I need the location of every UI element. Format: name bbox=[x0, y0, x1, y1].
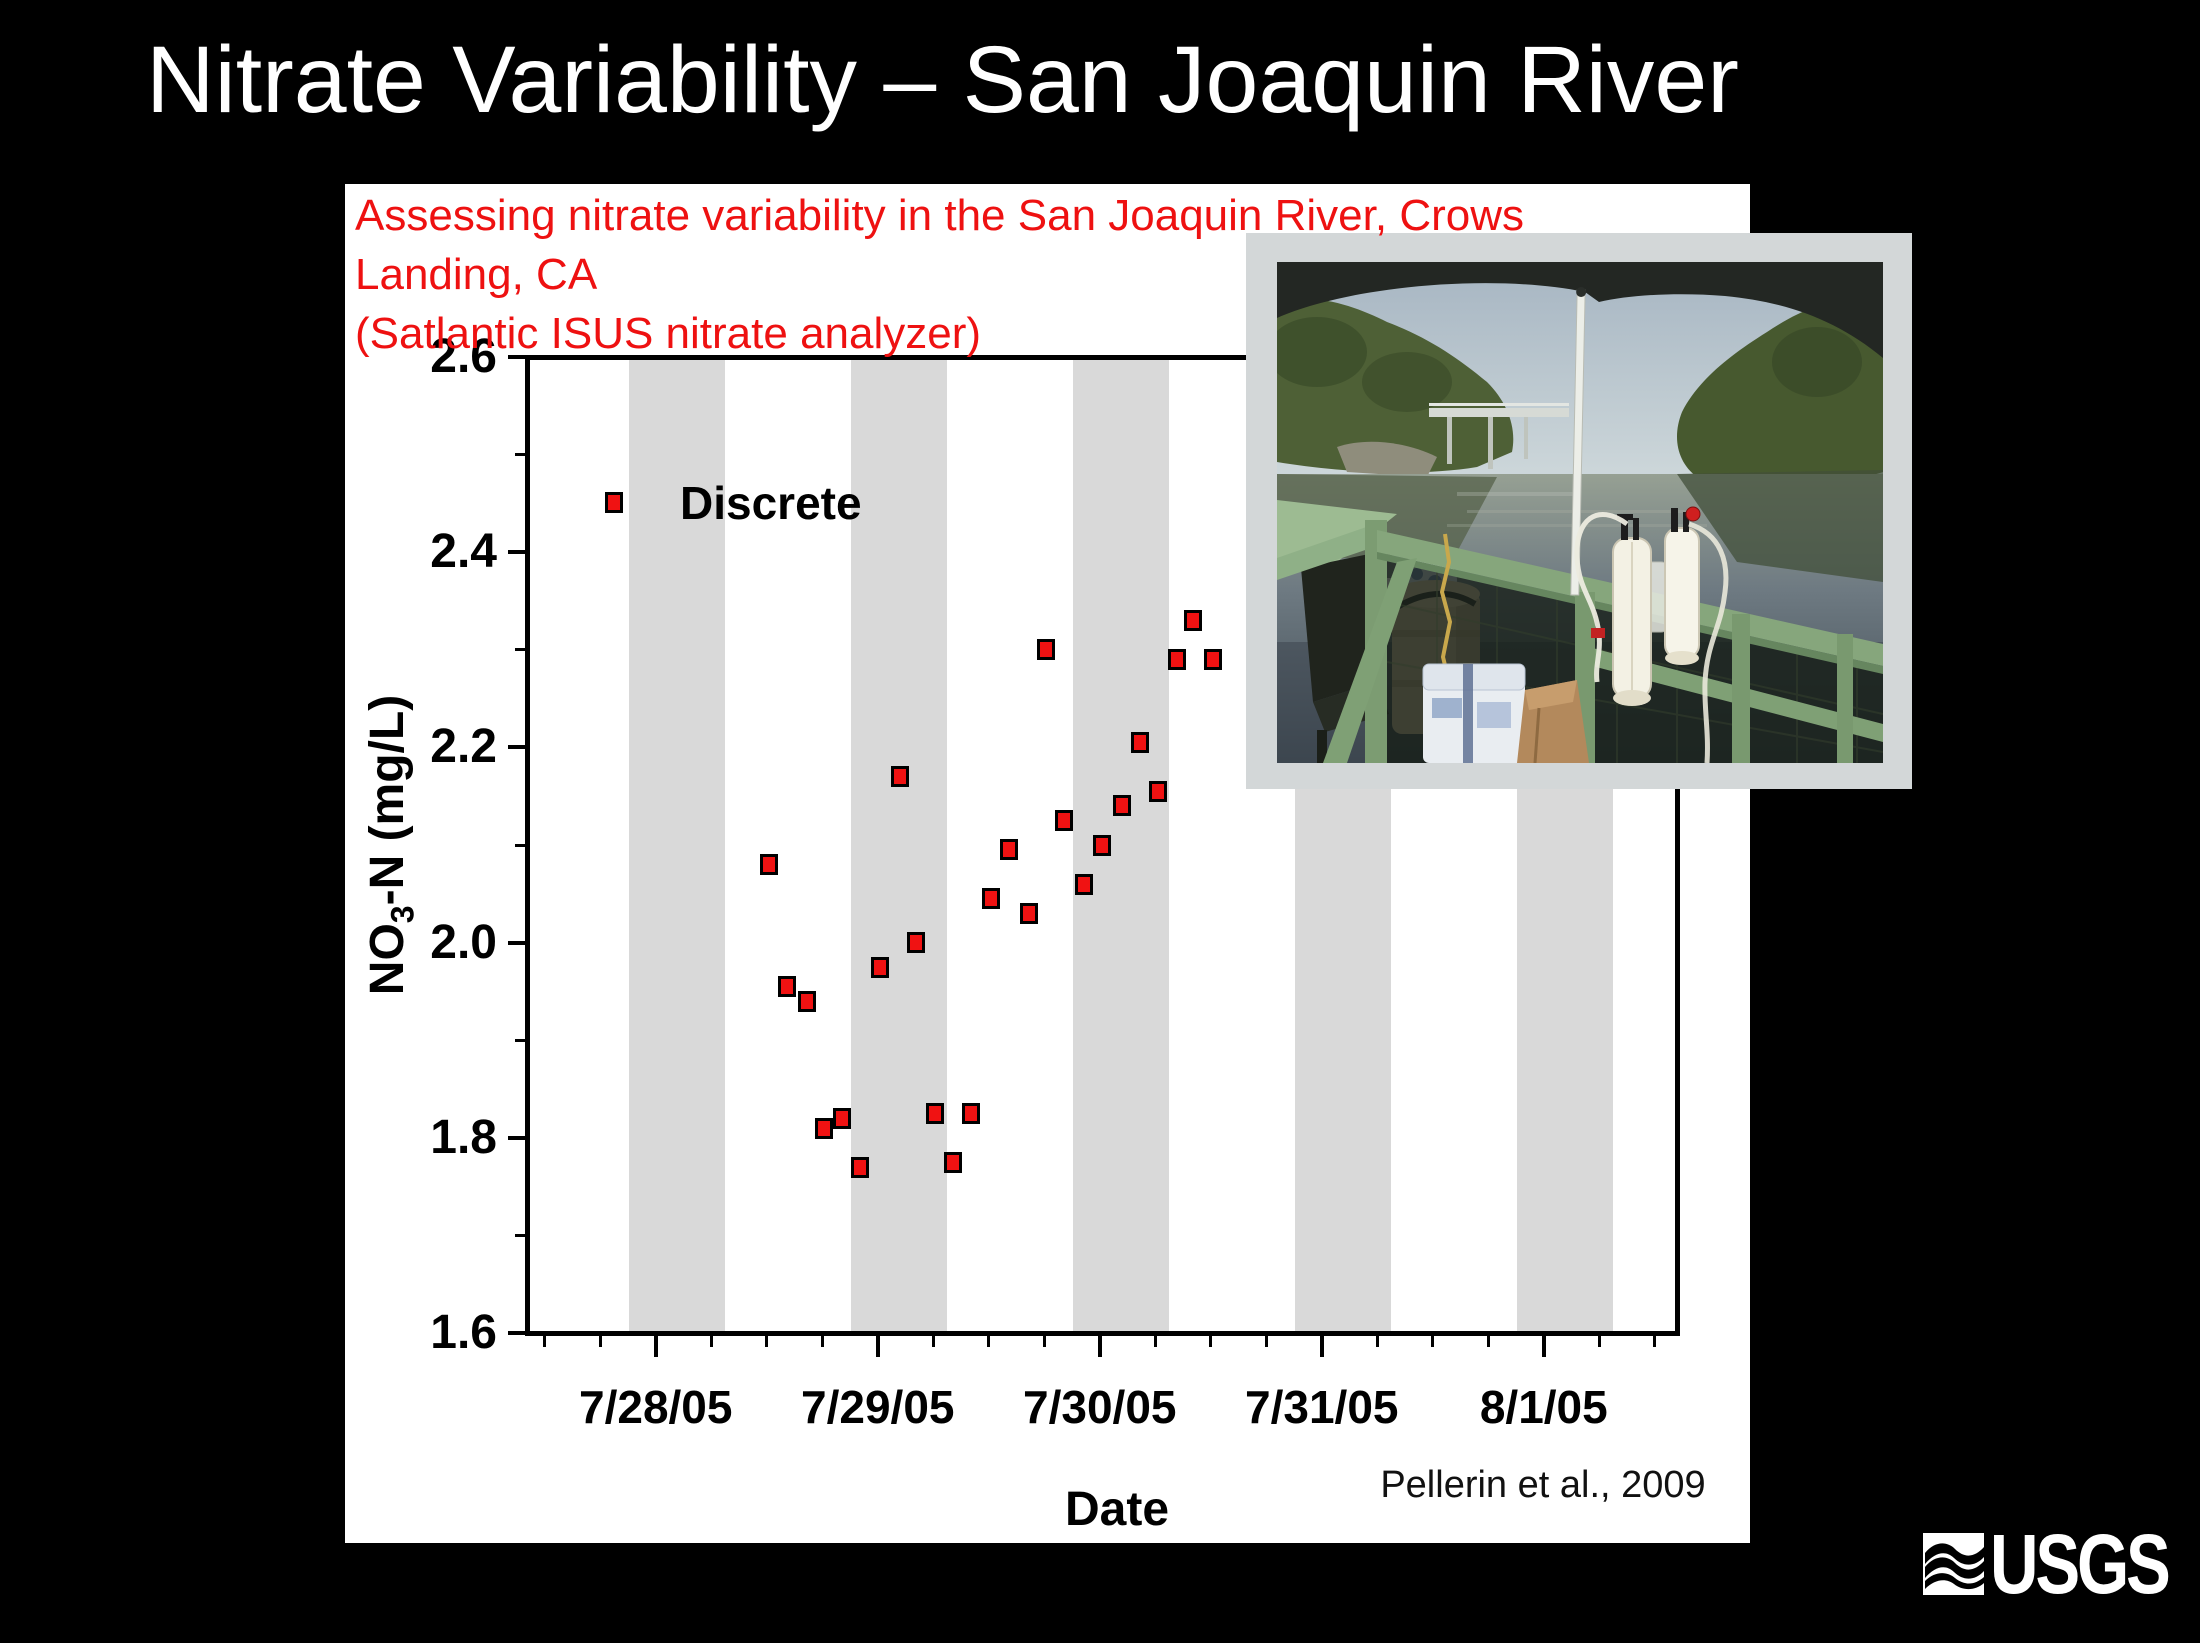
data-point-marker bbox=[1112, 795, 1131, 817]
night-shading-band bbox=[1073, 359, 1169, 1331]
x-minor-tick bbox=[709, 1335, 713, 1347]
legend-label: Discrete bbox=[680, 477, 862, 529]
data-point-marker bbox=[815, 1117, 834, 1139]
data-point-marker bbox=[1075, 873, 1094, 895]
data-point-marker bbox=[1055, 810, 1074, 832]
y-minor-tick bbox=[515, 648, 525, 652]
legend-marker-icon bbox=[605, 492, 623, 513]
x-minor-tick bbox=[1042, 1335, 1046, 1347]
data-point-marker bbox=[962, 1102, 980, 1124]
river-photo bbox=[1277, 262, 1883, 763]
y-tick-label: 2.4 bbox=[430, 525, 497, 579]
x-minor-tick bbox=[543, 1335, 547, 1347]
data-point-marker bbox=[777, 976, 796, 998]
usgs-logo: USGS bbox=[1923, 1517, 2200, 1611]
data-point-marker bbox=[999, 839, 1018, 861]
y-minor-tick bbox=[515, 453, 525, 457]
trees-right bbox=[1677, 296, 1883, 487]
x-major-tick bbox=[1319, 1335, 1324, 1357]
x-major-tick bbox=[653, 1335, 658, 1357]
data-point-marker bbox=[1168, 649, 1187, 671]
usgs-wave-icon bbox=[1923, 1533, 1984, 1595]
y-tick-label: 2.0 bbox=[430, 915, 497, 969]
paper-bag bbox=[1517, 680, 1589, 763]
x-tick-label: 7/28/05 bbox=[579, 1381, 733, 1433]
x-minor-tick bbox=[1431, 1335, 1435, 1347]
note-line-3: (Satlantic ISUS nitrate analyzer) bbox=[355, 309, 982, 358]
data-point-marker bbox=[890, 766, 909, 788]
x-minor-tick bbox=[598, 1335, 602, 1347]
x-minor-tick bbox=[765, 1335, 769, 1347]
data-point-marker bbox=[797, 990, 816, 1012]
x-minor-tick bbox=[1153, 1335, 1157, 1347]
citation: Pellerin et al., 2009 bbox=[1380, 1464, 1706, 1506]
plot-frame bbox=[524, 354, 1680, 1336]
data-point-marker bbox=[833, 1107, 852, 1129]
data-point-marker bbox=[1148, 780, 1167, 802]
y-major-tick bbox=[508, 745, 525, 750]
x-tick-label: 7/30/05 bbox=[1023, 1381, 1177, 1433]
slide-title: Nitrate Variability – San Joaquin River bbox=[146, 27, 1739, 133]
data-point-marker bbox=[1093, 834, 1111, 856]
y-major-tick bbox=[508, 550, 525, 555]
y-tick-label: 2.2 bbox=[430, 720, 497, 774]
y-major-tick bbox=[508, 1135, 525, 1140]
data-point-marker bbox=[1204, 649, 1222, 671]
x-minor-tick bbox=[1597, 1335, 1601, 1347]
x-tick-label: 8/1/05 bbox=[1479, 1381, 1608, 1433]
y-major-tick bbox=[508, 940, 525, 945]
x-tick-label: 7/31/05 bbox=[1245, 1381, 1399, 1433]
data-point-marker bbox=[944, 1151, 963, 1173]
sampling-pole bbox=[1570, 287, 1587, 596]
y-minor-tick bbox=[515, 1233, 525, 1237]
y-minor-tick bbox=[515, 843, 525, 847]
y-major-tick bbox=[508, 355, 525, 359]
trees-left bbox=[1277, 298, 1514, 477]
data-point-marker bbox=[759, 854, 778, 876]
y-major-tick bbox=[508, 1331, 525, 1335]
data-point-marker bbox=[906, 932, 925, 954]
x-minor-tick bbox=[931, 1335, 935, 1347]
y-tick-label: 1.8 bbox=[430, 1110, 497, 1164]
x-minor-tick bbox=[987, 1335, 991, 1347]
photo-frame bbox=[1246, 233, 1912, 789]
data-point-marker bbox=[851, 1156, 869, 1178]
tubing bbox=[1574, 512, 1729, 763]
x-major-tick bbox=[1541, 1335, 1546, 1357]
y-minor-tick bbox=[515, 1038, 525, 1042]
data-point-marker bbox=[1019, 902, 1038, 924]
x-tick-label: 7/29/05 bbox=[801, 1381, 955, 1433]
x-minor-tick bbox=[1375, 1335, 1379, 1347]
data-point-marker bbox=[870, 956, 889, 978]
note-line-2: Landing, CA bbox=[355, 250, 598, 299]
x-minor-tick bbox=[820, 1335, 824, 1347]
data-point-marker bbox=[926, 1102, 945, 1124]
x-major-tick bbox=[1097, 1335, 1102, 1357]
night-shading-band bbox=[629, 359, 725, 1331]
x-minor-tick bbox=[1264, 1335, 1268, 1347]
x-minor-tick bbox=[1486, 1335, 1490, 1347]
data-point-marker bbox=[1037, 639, 1056, 661]
usgs-wordmark: USGS bbox=[1990, 1517, 2171, 1611]
note-line-1: Assessing nitrate variability in the San… bbox=[355, 191, 1524, 240]
subtitle-note: Assessing nitrate variability in the San… bbox=[355, 186, 1685, 363]
x-minor-tick bbox=[1653, 1335, 1657, 1347]
filter-cartridges bbox=[1612, 506, 1701, 706]
y-tick-label: 2.6 bbox=[430, 330, 497, 383]
x-major-tick bbox=[875, 1335, 880, 1357]
y-tick-label: 1.6 bbox=[430, 1306, 497, 1359]
data-point-marker bbox=[1184, 610, 1203, 632]
data-point-marker bbox=[981, 888, 1000, 910]
cooler bbox=[1422, 663, 1526, 763]
x-minor-tick bbox=[1209, 1335, 1213, 1347]
bridge bbox=[1429, 403, 1569, 469]
x-axis-title: Date bbox=[1064, 1483, 1170, 1536]
canopy bbox=[1277, 262, 1883, 358]
data-point-marker bbox=[1130, 732, 1149, 754]
